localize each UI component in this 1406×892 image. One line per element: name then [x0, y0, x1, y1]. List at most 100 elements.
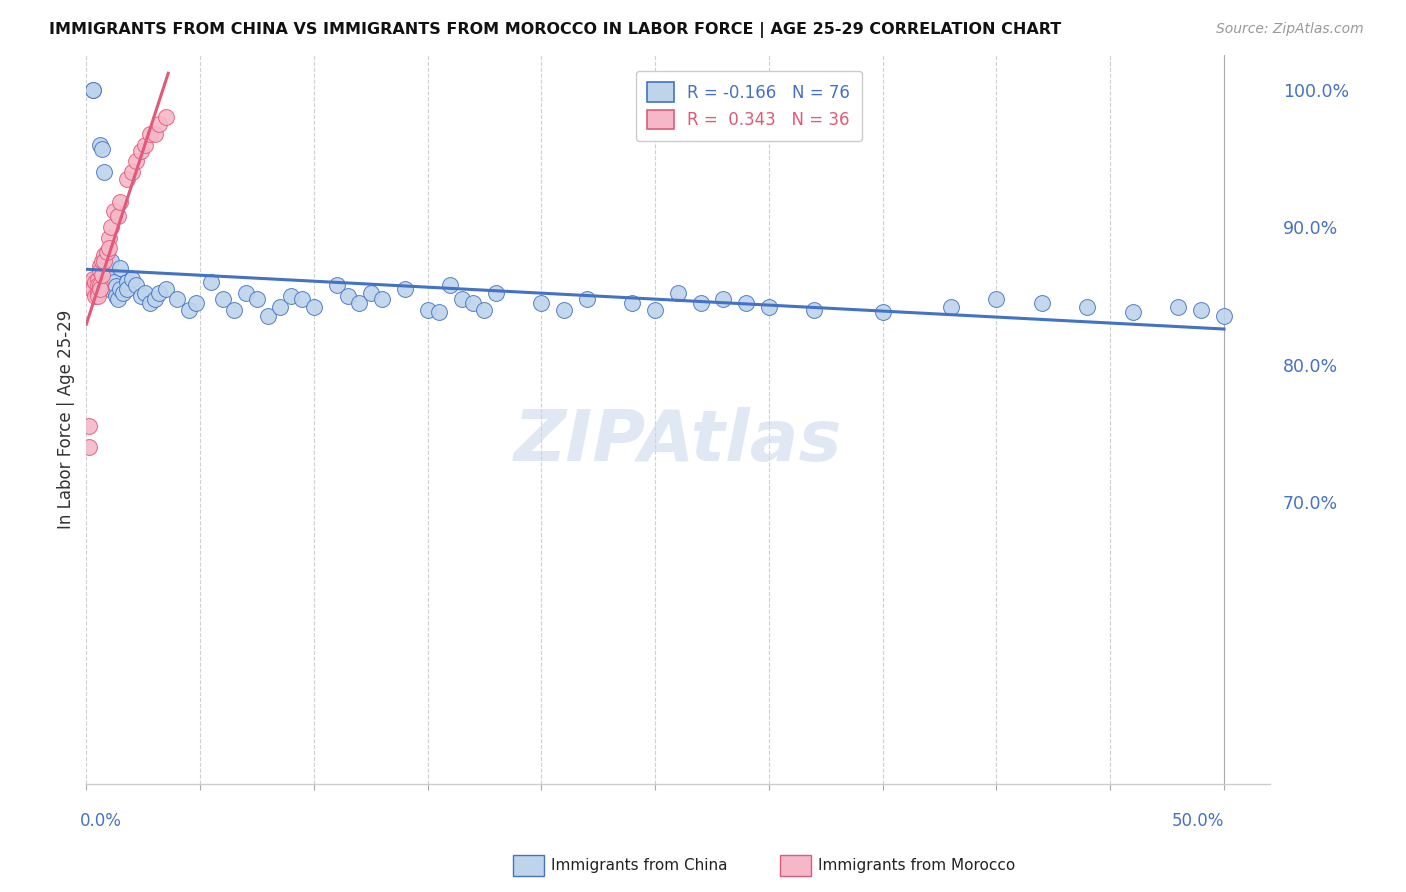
Point — [325, 277, 347, 292]
Point — [96, 261, 118, 276]
Point — [86, 272, 108, 286]
Point — [96, 247, 118, 261]
Point — [530, 295, 553, 310]
Point — [439, 277, 461, 292]
Point — [93, 165, 115, 179]
Point — [1167, 300, 1189, 314]
Point — [735, 295, 758, 310]
Point — [1031, 295, 1053, 310]
Point — [246, 292, 269, 306]
Point — [100, 220, 122, 235]
Point — [758, 300, 780, 314]
Point — [939, 300, 962, 314]
Point — [93, 254, 115, 268]
Point — [103, 275, 125, 289]
Point — [91, 268, 114, 282]
Point — [86, 277, 108, 292]
Point — [98, 241, 121, 255]
Point — [91, 254, 114, 268]
Point — [91, 142, 114, 156]
Point — [89, 259, 111, 273]
Point — [98, 272, 121, 286]
Point — [107, 292, 129, 306]
Point — [125, 277, 148, 292]
Text: ZIPAtlas: ZIPAtlas — [513, 407, 842, 476]
Point — [129, 145, 152, 159]
Point — [336, 289, 359, 303]
Point — [713, 292, 735, 306]
Point — [450, 292, 472, 306]
Point — [644, 302, 666, 317]
Point — [666, 286, 689, 301]
Point — [121, 272, 143, 286]
Point — [82, 272, 104, 286]
Point — [689, 295, 711, 310]
Text: Source: ZipAtlas.com: Source: ZipAtlas.com — [1216, 22, 1364, 37]
Point — [235, 286, 257, 301]
Point — [177, 302, 200, 317]
Point — [98, 282, 121, 296]
Point — [427, 305, 450, 319]
Point — [82, 82, 104, 96]
Point — [93, 247, 115, 261]
Point — [224, 302, 246, 317]
Point — [82, 82, 104, 96]
Point — [1213, 310, 1236, 324]
Point — [485, 286, 508, 301]
Point — [143, 292, 166, 306]
Point — [82, 282, 104, 296]
Point — [89, 277, 111, 292]
Point — [360, 286, 382, 301]
Point — [121, 165, 143, 179]
Point — [148, 286, 170, 301]
Point — [117, 275, 139, 289]
Point — [416, 302, 439, 317]
Point — [269, 300, 291, 314]
Point — [98, 268, 121, 282]
Point — [872, 305, 894, 319]
Point — [474, 302, 496, 317]
Point — [110, 261, 132, 276]
Point — [1122, 305, 1144, 319]
Point — [77, 419, 100, 434]
Point — [803, 302, 825, 317]
Point — [129, 289, 152, 303]
Point — [107, 209, 129, 223]
Point — [89, 137, 111, 152]
Text: 0.0%: 0.0% — [80, 812, 121, 830]
Y-axis label: In Labor Force | Age 25-29: In Labor Force | Age 25-29 — [58, 310, 75, 529]
Point — [553, 302, 575, 317]
Point — [257, 310, 280, 324]
Point — [111, 286, 134, 301]
Point — [155, 282, 177, 296]
Point — [77, 440, 100, 454]
Point — [89, 264, 111, 278]
Point — [110, 282, 132, 296]
Point — [89, 282, 111, 296]
Point — [117, 172, 139, 186]
Point — [117, 282, 139, 296]
Point — [148, 117, 170, 131]
Point — [104, 289, 127, 303]
Point — [139, 295, 162, 310]
Text: Immigrants from China: Immigrants from China — [551, 858, 728, 872]
Point — [100, 254, 122, 268]
Point — [280, 289, 302, 303]
Text: 50.0%: 50.0% — [1171, 812, 1225, 830]
Point — [200, 275, 222, 289]
Point — [621, 295, 644, 310]
Point — [100, 272, 122, 286]
Point — [103, 282, 125, 296]
Point — [125, 154, 148, 169]
Point — [1189, 302, 1212, 317]
Point — [98, 231, 121, 245]
Legend: R = -0.166   N = 76, R =  0.343   N = 36: R = -0.166 N = 76, R = 0.343 N = 36 — [636, 70, 862, 141]
Point — [104, 279, 127, 293]
Point — [84, 275, 107, 289]
Point — [103, 203, 125, 218]
Point — [134, 286, 156, 301]
Point — [986, 292, 1008, 306]
Point — [1076, 300, 1098, 314]
Point — [84, 289, 107, 303]
Point — [184, 295, 207, 310]
